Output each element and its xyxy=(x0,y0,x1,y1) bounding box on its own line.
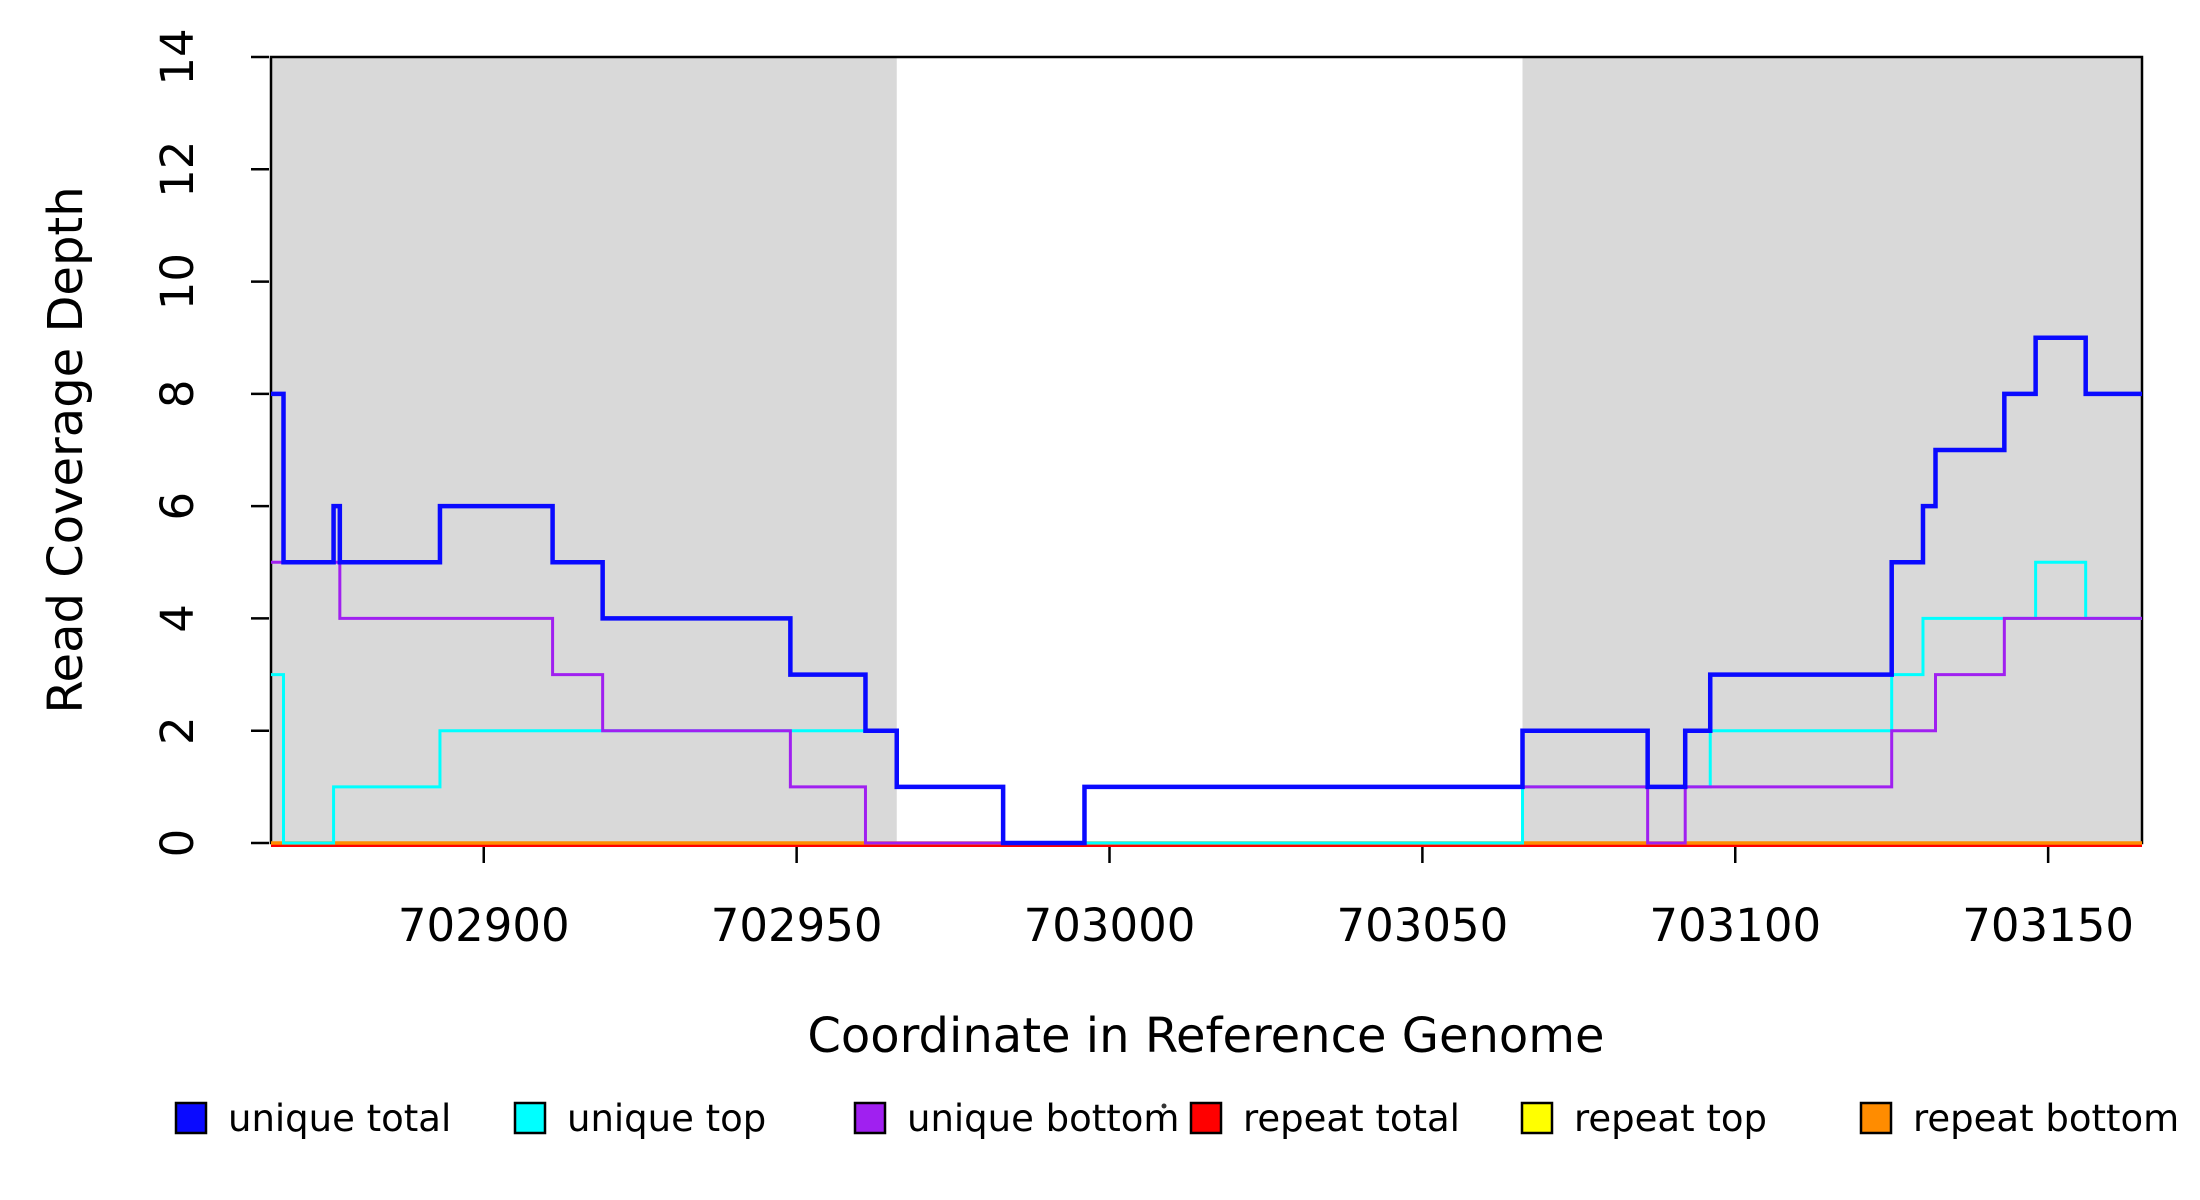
chart-layers: 702900 702950 703000 703050 703100 703150 0 2 4 6… xyxy=(151,28,2179,1140)
legend-swatch-unique-bottom xyxy=(853,1101,887,1135)
legend-label-unique-bottom: unique bottom xyxy=(907,1097,1179,1140)
legend-label-repeat-total: repeat total xyxy=(1243,1097,1460,1140)
legend-swatch-repeat-total xyxy=(1189,1101,1223,1135)
legend-item-unique-top: unique top xyxy=(513,1097,766,1140)
legend-item-unique-total: unique total xyxy=(174,1097,451,1140)
y-tick-label: 6 xyxy=(151,492,204,521)
y-tick-label: 14 xyxy=(151,28,204,85)
y-tick-label: 0 xyxy=(151,829,204,858)
legend-label-unique-total: unique total xyxy=(228,1097,451,1140)
x-tick-label: 702900 xyxy=(398,899,570,952)
x-tick-label: 703050 xyxy=(1336,899,1508,952)
y-tick-label: 10 xyxy=(151,253,204,310)
legend-label-unique-top: unique top xyxy=(567,1097,766,1140)
legend-swatch-unique-top xyxy=(513,1101,547,1135)
x-tick-label: 703100 xyxy=(1649,899,1821,952)
legend-item-repeat-total: repeat total xyxy=(1189,1097,1460,1140)
axis-ticks xyxy=(251,55,2050,863)
legend-item-unique-bottom: unique bottom xyxy=(853,1097,1179,1140)
series-line-unique-top xyxy=(271,560,2142,845)
legend-item-repeat-top: repeat top xyxy=(1520,1097,1767,1140)
legend-swatch-repeat-bottom xyxy=(1859,1101,1893,1135)
y-tick-label: 2 xyxy=(151,716,204,745)
legend: unique total unique top unique bottom repea… xyxy=(174,1097,2179,1140)
legend-item-repeat-bottom: repeat bottom xyxy=(1859,1097,2179,1140)
stray-mark xyxy=(1161,1103,1167,1109)
tick-labels: 702900 702950 703000 703050 703100 703150 0 2 4 6… xyxy=(151,28,2134,952)
y-tick-label: 12 xyxy=(151,141,204,198)
y-tick-label: 8 xyxy=(151,380,204,409)
legend-label-repeat-top: repeat top xyxy=(1574,1097,1767,1140)
repeat-region-band xyxy=(1522,57,2142,843)
x-tick-label: 702950 xyxy=(711,899,883,952)
series-line-unique-total xyxy=(271,335,2142,846)
y-axis-label: Read Coverage Depth xyxy=(38,186,94,713)
repeat-region-band xyxy=(271,57,897,843)
legend-swatch-repeat-top xyxy=(1520,1101,1554,1135)
y-tick-label: 4 xyxy=(151,604,204,633)
x-axis-label: Coordinate in Reference Genome xyxy=(807,1008,1604,1064)
shaded-regions xyxy=(271,57,2142,843)
x-tick-label: 703000 xyxy=(1024,899,1196,952)
legend-swatch-unique-total xyxy=(174,1101,208,1135)
series-lines xyxy=(271,335,2142,847)
legend-label-repeat-bottom: repeat bottom xyxy=(1913,1097,2179,1140)
x-tick-label: 703150 xyxy=(1962,899,2134,952)
